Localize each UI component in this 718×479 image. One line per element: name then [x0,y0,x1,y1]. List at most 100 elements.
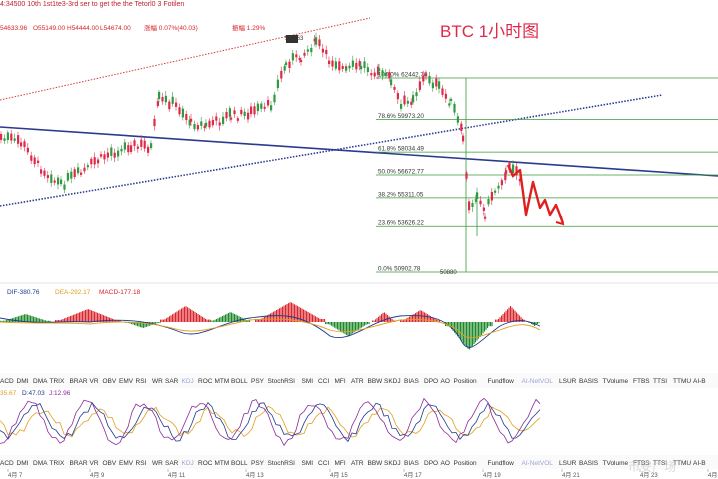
indicator-tab-sar[interactable]: SAR [165,378,179,385]
indicator-tab-ftbs[interactable]: FTBS [633,460,650,467]
indicator-tab-rsi[interactable]: RSI [136,378,147,385]
indicator-tab-position[interactable]: Position [454,378,478,385]
indicator-tab-bbw[interactable]: BBW [368,460,384,467]
macd-histogram [0,302,540,350]
indicator-tab-boll[interactable]: BOLL [231,378,248,385]
macd-bar [261,318,263,322]
indicator-tab-roc[interactable]: ROC [198,460,213,467]
indicator-tab-tvolume[interactable]: TVolume [603,378,629,385]
candle-body [318,39,321,47]
indicator-tab-kdj[interactable]: KDJ [182,460,194,467]
candle-body [295,54,298,58]
indicator-tab-atr[interactable]: ATR [351,460,364,467]
indicator-tab-dpo[interactable]: DPO [424,460,438,467]
indicator-tab-rsi[interactable]: RSI [136,460,147,467]
macd-bar [387,315,389,322]
indicator-tab-ai-netvol[interactable]: AI-NetVOL [522,460,554,467]
indicator-tab-sar[interactable]: SAR [165,460,179,467]
indicator-tab-ttmu[interactable]: TTMU [673,460,691,467]
indicator-tab-position[interactable]: Position [454,460,478,467]
indicator-tab-mfi[interactable]: MFI [335,460,346,467]
indicator-tab-fundflow[interactable]: Fundflow [488,460,515,467]
indicator-tab-lsur[interactable]: LSUR [559,460,577,467]
indicator-tab-dpo[interactable]: DPO [424,378,438,385]
macd-bar [238,316,240,322]
candle-body [208,120,211,128]
date-tick-label: 4月 23 [640,472,658,479]
indicator-tab-row-2[interactable]: ACD DMI DMA TRIX BRAR VR OBV EMV RSI WR SAR KDJ ROC M… [0,460,706,467]
indicator-tab-psy[interactable]: PSY [251,460,265,467]
candle-body [60,179,63,185]
indicator-tab-wr[interactable]: WR [152,460,163,467]
indicator-tab-fundflow[interactable]: Fundflow [488,378,515,385]
indicator-tab-vr[interactable]: VR [90,460,99,467]
indicator-tab-emv[interactable]: EMV [119,460,134,467]
indicator-tab-ai-b[interactable]: AI-B [693,460,706,467]
indicator-tab-roc[interactable]: ROC [198,378,213,385]
indicator-tab-acd[interactable]: ACD [0,378,14,385]
indicator-tab-dmi[interactable]: DMI [17,460,29,467]
indicator-tab-skdj[interactable]: SKDJ [384,460,401,467]
indicator-tab-cci[interactable]: CCI [318,460,329,467]
fib-level-label: 50.0% 56672.77 [378,169,424,176]
candle-body [178,107,181,115]
indicator-tab-smi[interactable]: SMI [302,460,314,467]
indicator-tab-psy[interactable]: PSY [251,378,265,385]
macd-bar [46,320,48,322]
indicator-tab-emv[interactable]: EMV [119,378,134,385]
macd-bar [137,322,139,327]
indicator-tab-ftbs[interactable]: FTBS [633,378,650,385]
indicator-tab-ao[interactable]: AO [441,378,450,385]
indicator-tab-row-1[interactable]: ACD DMI DMA TRIX BRAR VR OBV EMV RSI WR SAR KDJ ROC M… [0,378,706,385]
indicator-tab-brar[interactable]: BRAR [70,460,88,467]
candle-body [518,178,521,182]
indicator-tab-atr[interactable]: ATR [351,378,364,385]
macd-bar [358,322,360,330]
indicator-tab-vr[interactable]: VR [90,378,99,385]
indicator-tab-smi[interactable]: SMI [302,378,314,385]
indicator-tab-bbw[interactable]: BBW [368,378,384,385]
indicator-tab-ttsi[interactable]: TTSI [653,460,667,467]
indicator-tab-trix[interactable]: TRIX [50,378,65,385]
candle-body [140,139,143,147]
indicator-tab-dma[interactable]: DMA [33,378,48,385]
indicator-tab-skdj[interactable]: SKDJ [384,378,401,385]
indicator-tab-ttmu[interactable]: TTMU [673,378,691,385]
indicator-tab-acd[interactable]: ACD [0,460,14,467]
indicator-tab-ao[interactable]: AO [441,460,450,467]
candle-body [351,60,354,67]
indicator-tab-cci[interactable]: CCI [318,378,329,385]
indicator-tab-dma[interactable]: DMA [33,460,48,467]
indicator-tab-bias[interactable]: BIAS [404,460,419,467]
macd-bar [45,320,47,322]
indicator-tab-ai-netvol[interactable]: AI-NetVOL [522,378,554,385]
indicator-tab-stochrsi[interactable]: StochRSI [268,460,296,467]
indicator-tab-lsur[interactable]: LSUR [559,378,577,385]
indicator-tab-mfi[interactable]: MFI [335,378,346,385]
indicator-tab-basis[interactable]: BASIS [579,460,599,467]
indicator-tab-obv[interactable]: OBV [103,460,117,467]
indicator-tab-tvolume[interactable]: TVolume [603,460,629,467]
macd-bar [490,322,492,327]
indicator-tab-brar[interactable]: BRAR [70,378,88,385]
candle-body [228,108,231,117]
macd-bar [3,320,5,322]
indicator-tab-boll[interactable]: BOLL [231,460,248,467]
indicator-tab-mtm[interactable]: MTM [215,378,230,385]
projection-arrow [506,164,565,226]
indicator-tab-stochrsi[interactable]: StochRSI [268,378,296,385]
candle-body [136,146,139,149]
indicator-tab-trix[interactable]: TRIX [50,460,65,467]
indicator-tab-bias[interactable]: BIAS [404,378,419,385]
indicator-tab-dmi[interactable]: DMI [17,378,29,385]
indicator-tab-mtm[interactable]: MTM [215,460,230,467]
macd-bar [19,315,21,322]
macd-bar [461,322,463,342]
indicator-tab-ttsi[interactable]: TTSI [653,378,667,385]
indicator-tab-obv[interactable]: OBV [103,378,117,385]
indicator-tab-ai-b[interactable]: AI-B [693,378,706,385]
indicator-tab-basis[interactable]: BASIS [579,378,599,385]
indicator-tab-wr[interactable]: WR [152,378,163,385]
indicator-tab-kdj[interactable]: KDJ [182,378,194,385]
